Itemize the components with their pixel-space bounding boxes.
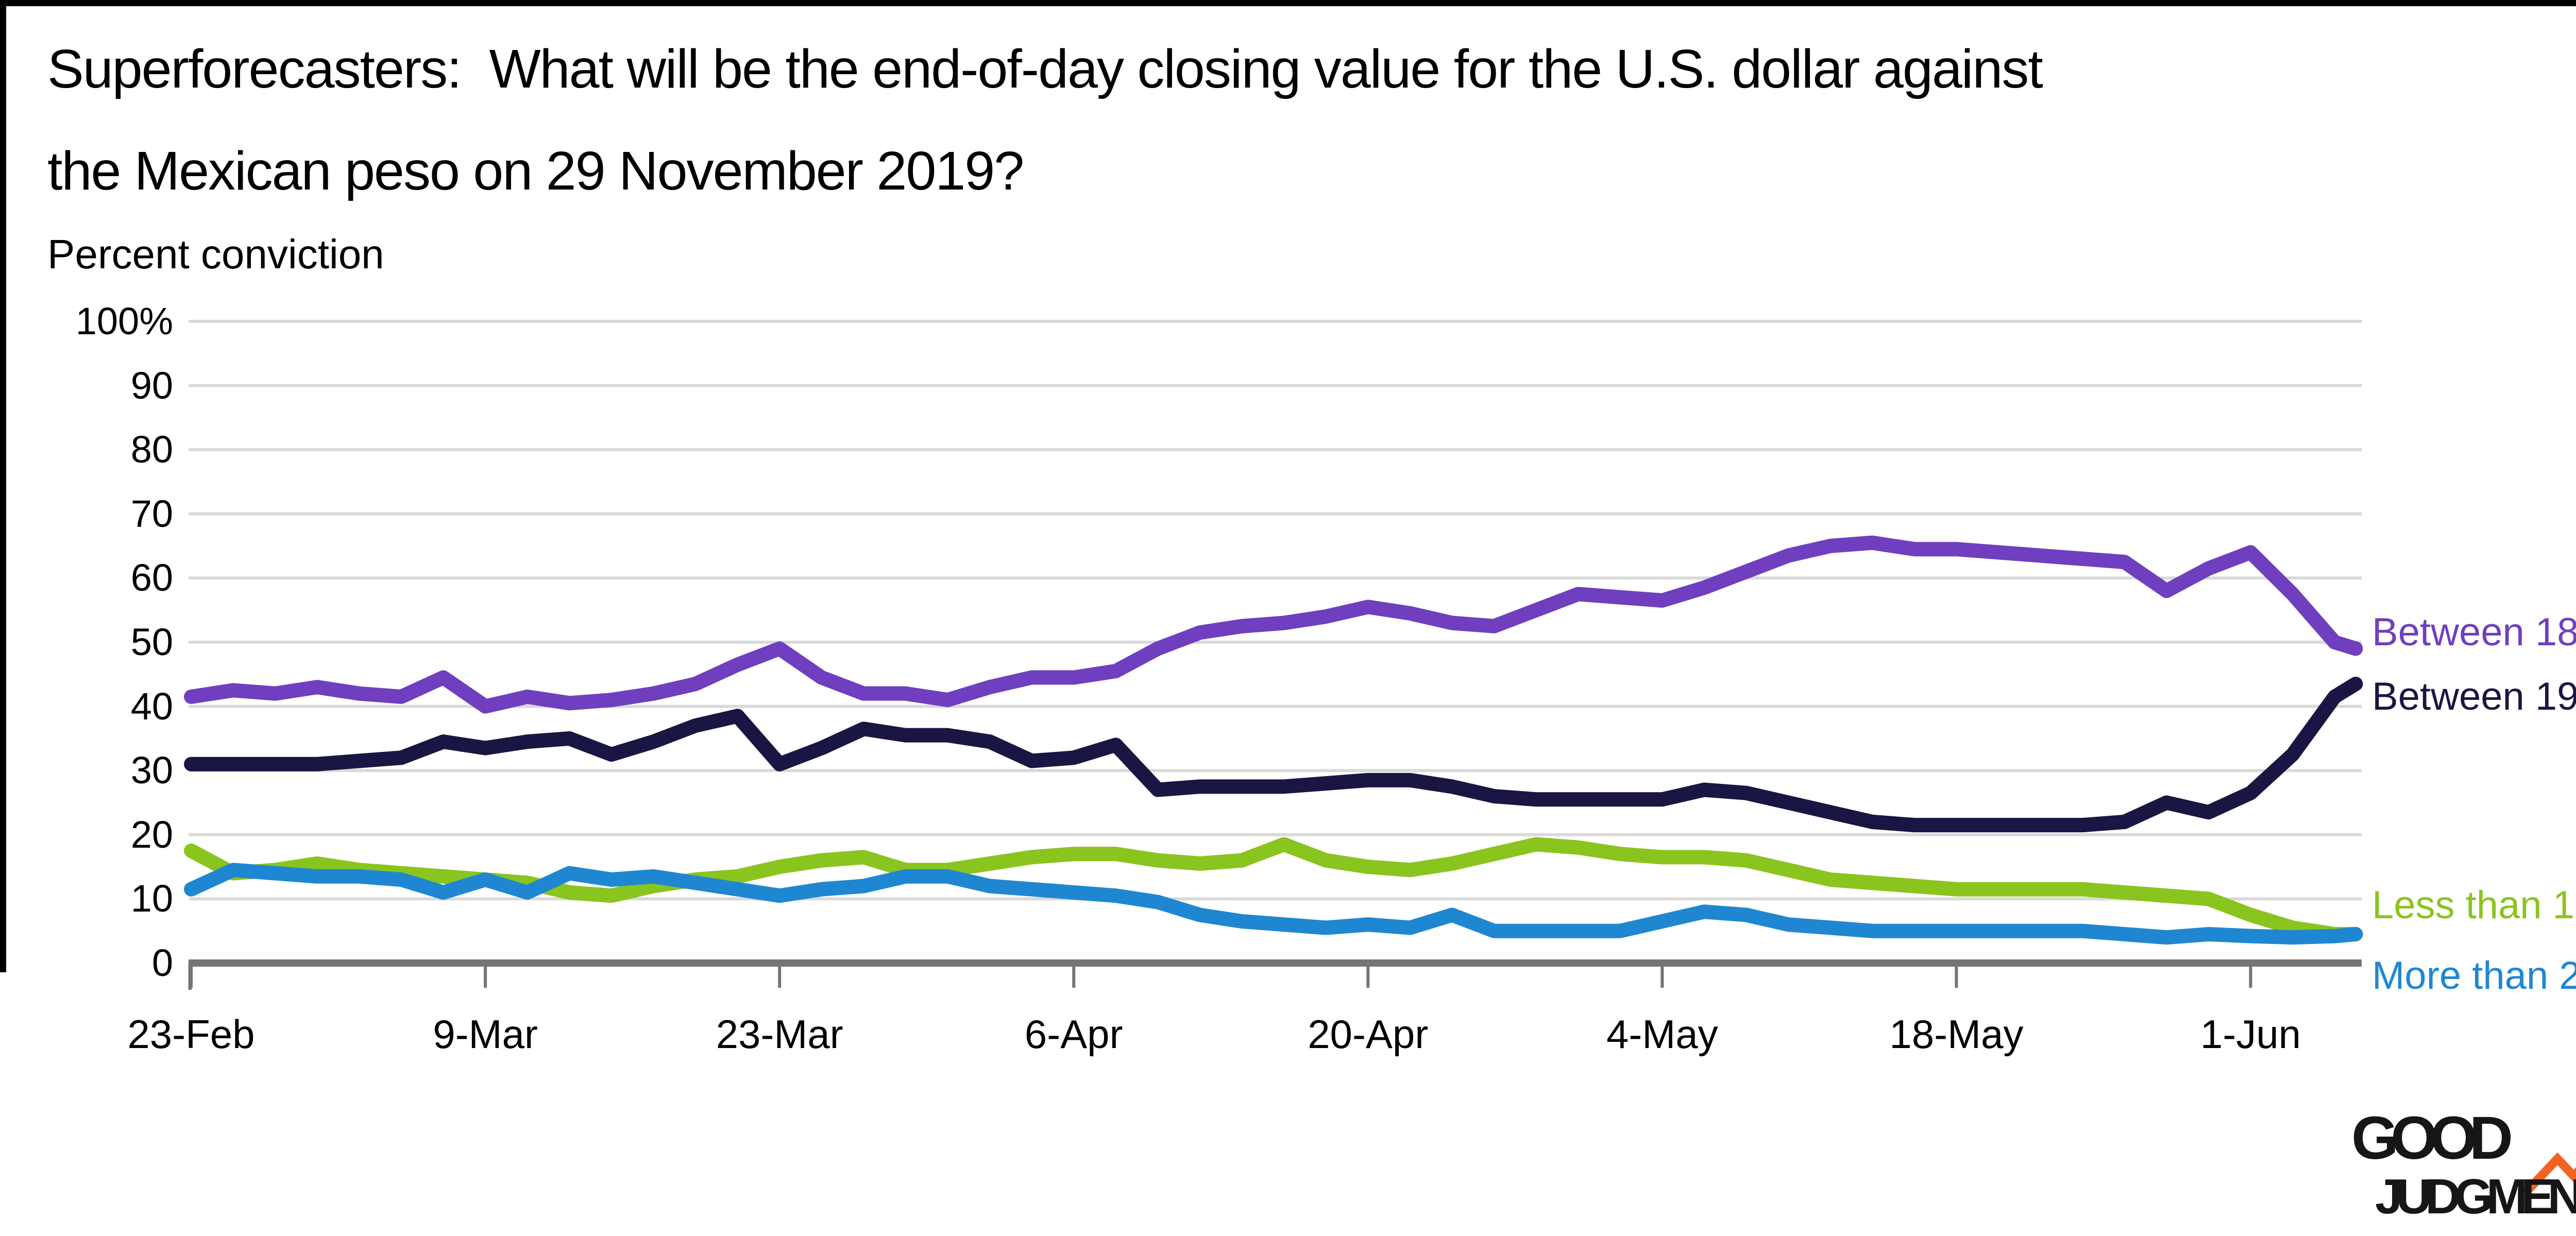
y-tick-label-100: 100% [75,300,173,342]
x-tick-label-18-May: 18-May [1889,1011,2024,1057]
y-tick-label-90: 90 [130,364,173,407]
series-line-less-than-18-5 [184,837,2363,941]
x-tick-label-23-Feb: 23-Feb [127,1011,255,1057]
series-line-between-18-5-and-19-5 [184,535,2363,714]
chart-title-line-1: Superforecasters: What will be the end-o… [47,39,2043,99]
y-tick-label-50: 50 [130,621,173,663]
good-judgment-logo: Good Judgment [2351,1104,2576,1224]
series-label-more-than-20-5: More than 20.5 [2372,953,2576,998]
y-axis-title: Percent conviction [47,231,384,277]
series-line-more-than-20-5 [184,863,2363,945]
x-tick-label-9-Mar: 9-Mar [433,1011,538,1057]
y-tick-label-40: 40 [130,684,173,728]
gj-trend-arrow-icon [2521,1152,2576,1197]
frame-left-border [0,0,6,972]
y-tick-label-70: 70 [130,492,173,535]
chart-title-line-2: the Mexican peso on 29 November 2019? [47,141,1024,201]
series-label-between-19-5-and-20-5: Between 19.5 and 20.5 [2372,674,2576,718]
y-tick-label-60: 60 [130,556,173,599]
x-tick-label-6-Apr: 6-Apr [1024,1011,1123,1057]
y-tick-label-10: 10 [130,877,173,920]
series-label-less-than-18-5: Less than 18.5 [2372,883,2576,927]
y-tick-label-20: 20 [130,813,173,856]
gj-word-judgment: Judgment [2375,1169,2576,1224]
x-tick-label-1-Jun: 1-Jun [2200,1011,2301,1057]
x-tick-label-4-May: 4-May [1606,1011,1718,1057]
y-tick-label-0: 0 [151,941,173,984]
series-label-between-18-5-and-19-5: Between 18.5 and 19.5 [2372,610,2576,655]
frame-top-border [0,0,2576,6]
y-tick-label-80: 80 [130,428,173,471]
series-line-between-19-5-and-20-5 [184,676,2363,833]
x-tick-label-20-Apr: 20-Apr [1308,1011,1429,1057]
y-tick-label-30: 30 [130,749,173,792]
gj-word-good: Good [2351,1104,2515,1172]
x-tick-label-23-Mar: 23-Mar [716,1011,843,1057]
